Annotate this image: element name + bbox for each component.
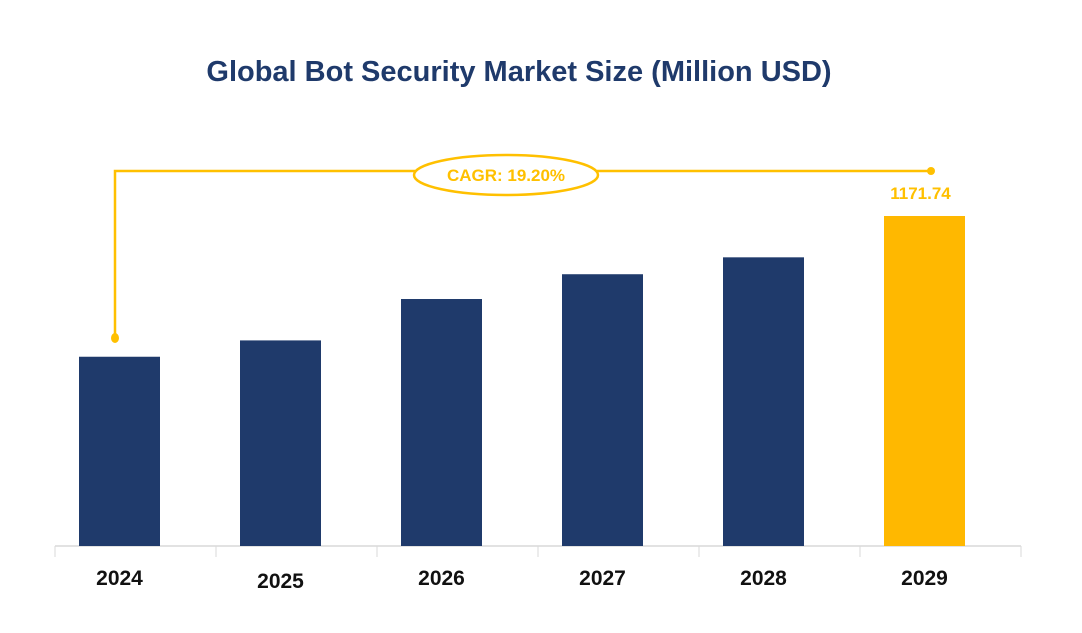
bar-2029	[884, 216, 965, 546]
x-tick-label: 2024	[96, 567, 143, 590]
x-tick-label: 2026	[418, 567, 465, 590]
cagr-end-dot	[927, 167, 935, 175]
bar-2027	[562, 274, 643, 546]
x-tick-label: 2027	[579, 567, 626, 590]
cagr-bubble	[412, 153, 600, 197]
chart-title: Global Bot Security Market Size (Million…	[206, 56, 832, 88]
bar-2024	[79, 356, 160, 546]
bar-2028	[723, 257, 804, 546]
x-tick-label: 2028	[740, 567, 787, 590]
x-tick-label: 2025	[257, 570, 304, 593]
cagr-start-dot	[111, 333, 119, 343]
cagr-label: CAGR: 19.20%	[447, 166, 565, 185]
x-tick-label: 2029	[901, 567, 948, 590]
bar-2026	[401, 299, 482, 546]
data-label: 1171.74	[890, 184, 951, 203]
cagr-connector-line	[113, 169, 931, 338]
bar-2025	[240, 340, 321, 546]
